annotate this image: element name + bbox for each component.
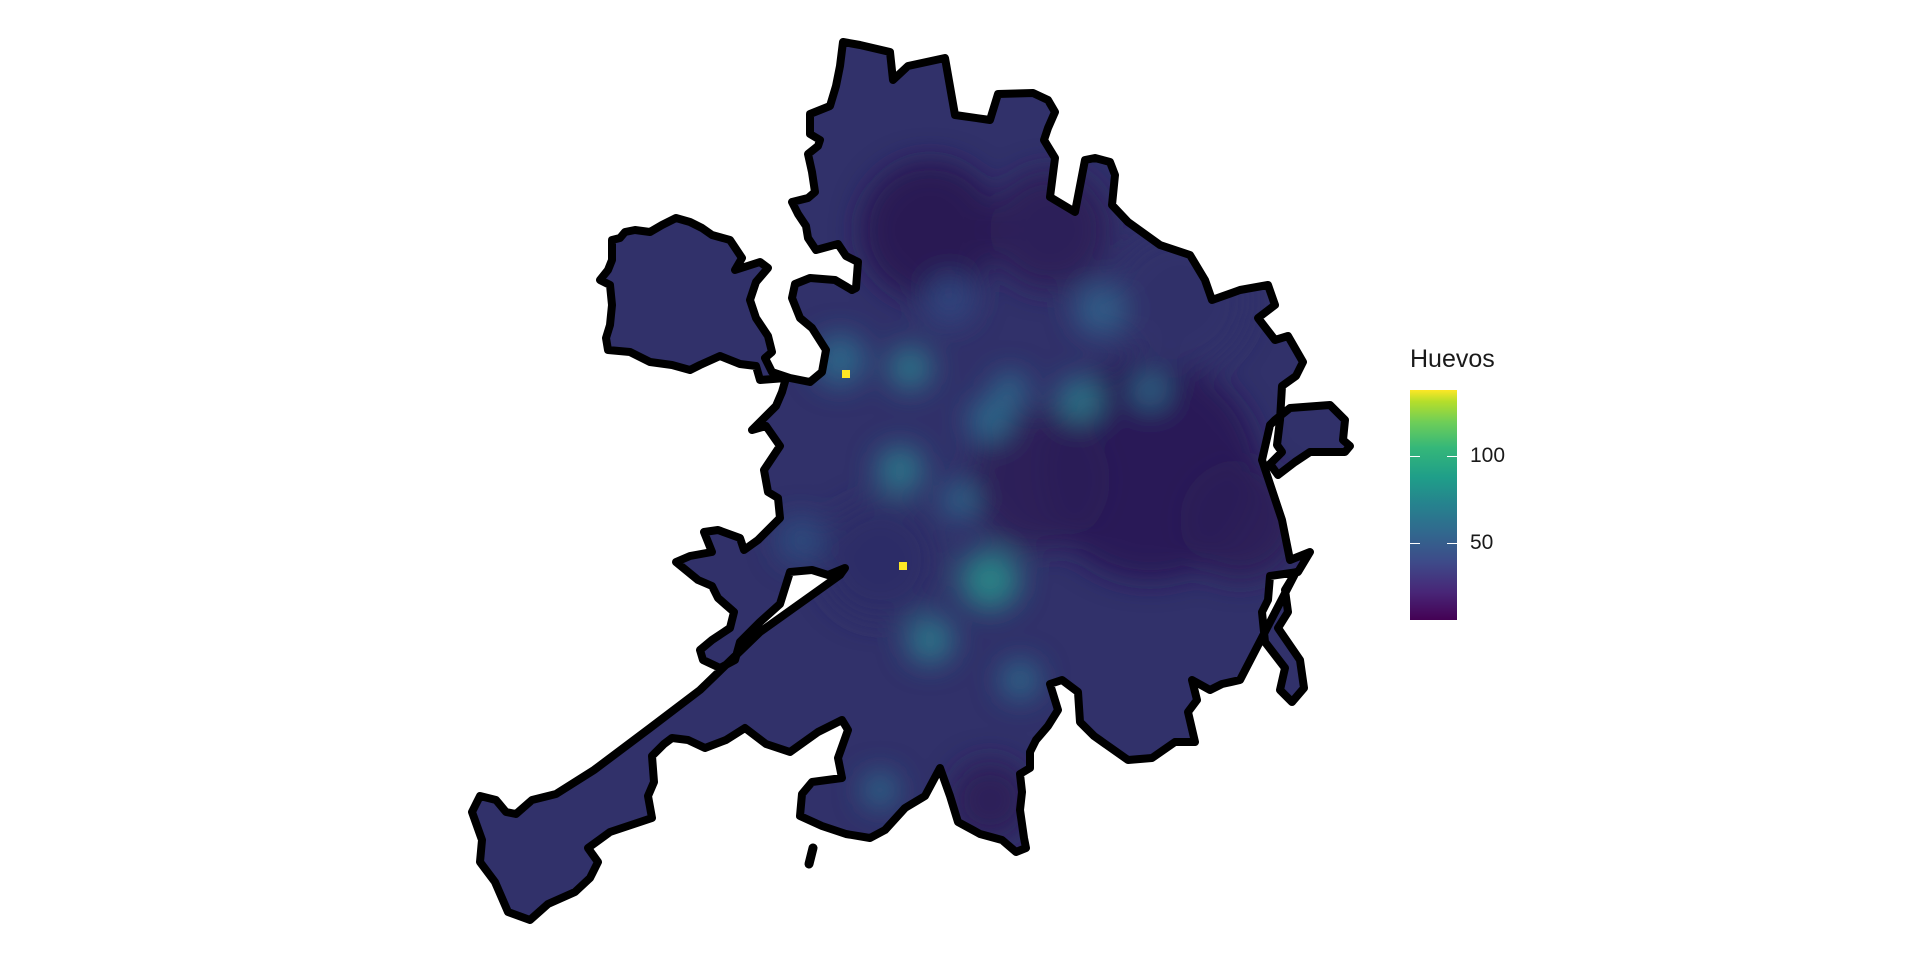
density-blob: [970, 410, 1110, 550]
legend-tick-100-right: [1447, 456, 1457, 457]
density-blob: [992, 372, 1028, 408]
city-area: [468, 38, 1354, 924]
density-blob: [1058, 378, 1102, 422]
density-blob: [942, 482, 978, 518]
density-blob: [876, 446, 924, 494]
density-blob: [1074, 284, 1126, 336]
density-blob: [1000, 660, 1040, 700]
density-blob: [950, 760, 1030, 840]
density-blob: [906, 616, 954, 664]
density-blob: [820, 500, 940, 620]
legend-tick-100: [1410, 456, 1420, 457]
legend-tick-50: [1410, 543, 1420, 544]
density-blob: [960, 550, 1020, 610]
legend-colorbar: [1410, 390, 1457, 620]
city-boundary: [468, 38, 1354, 924]
density-blob: [776, 516, 824, 564]
hotspot-cell: [842, 370, 850, 378]
legend-label-100: 100: [1470, 444, 1506, 467]
density-blob: [924, 274, 976, 326]
outlier-mark: [804, 843, 818, 869]
density-heatmap: [776, 160, 1300, 840]
legend-tick-50-right: [1447, 543, 1457, 544]
legend-label-50: 50: [1470, 531, 1494, 554]
density-blob: [862, 772, 898, 808]
density-blob: [860, 160, 1000, 300]
density-blob: [1132, 372, 1168, 408]
color-legend: Huevos 100 50: [1410, 345, 1570, 625]
density-blob: [968, 398, 1012, 442]
hotspot-cell: [899, 562, 907, 570]
density-blob: [888, 346, 932, 390]
legend-title: Huevos: [1410, 345, 1495, 373]
